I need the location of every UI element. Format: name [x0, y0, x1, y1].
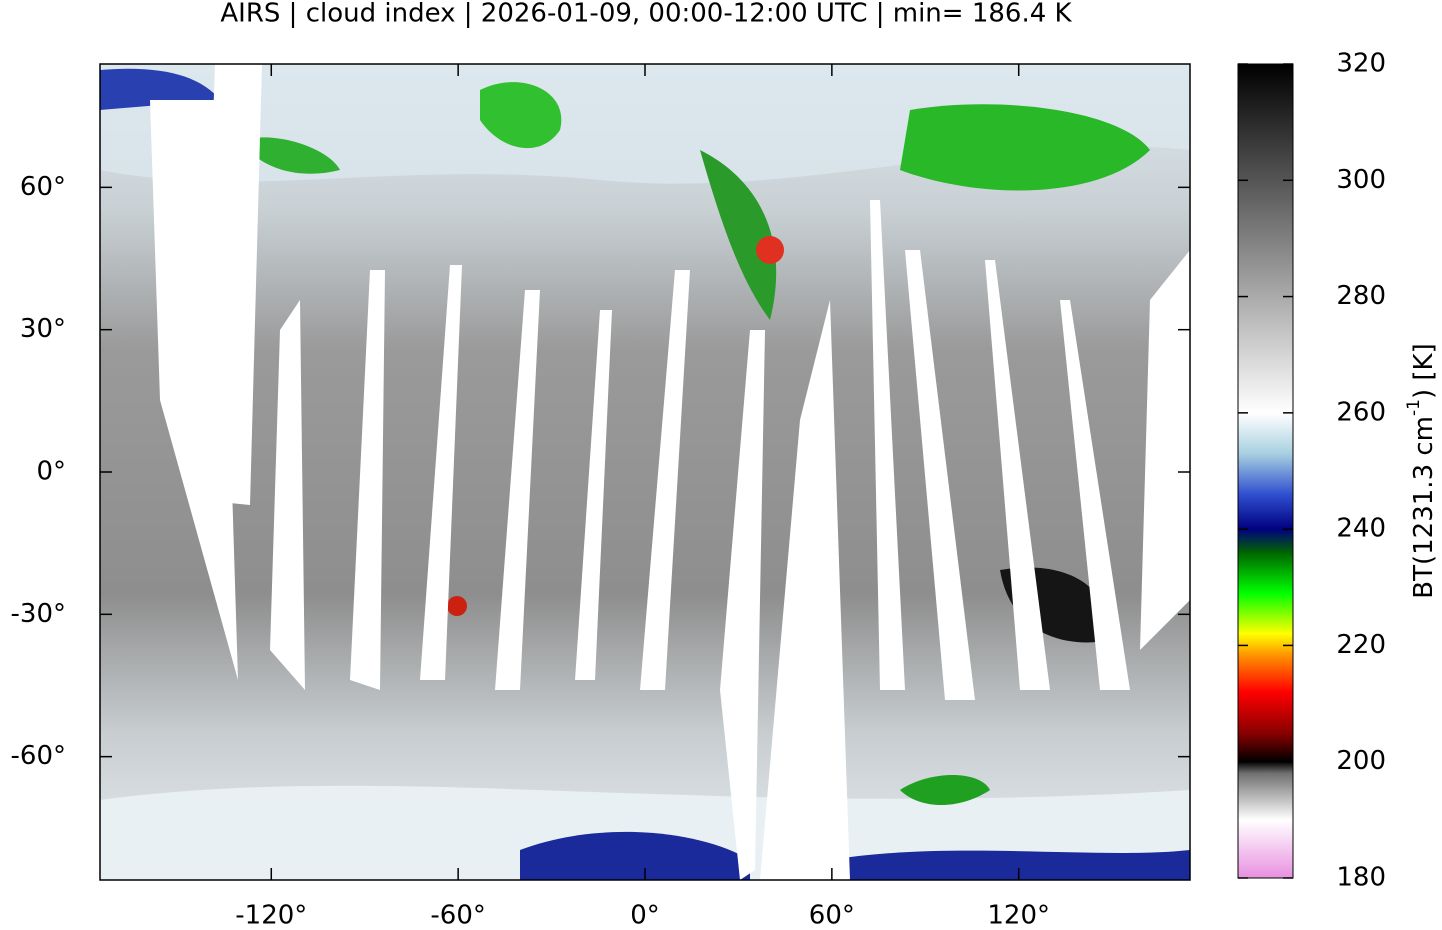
colorbar-tick-label: 220 — [1336, 630, 1386, 660]
colorbar-tick-label: 260 — [1336, 397, 1386, 427]
colorbar-tick-label: 240 — [1336, 514, 1386, 544]
colorbar — [1237, 63, 1294, 879]
colorbar-label-text: ) [K] — [1409, 343, 1439, 399]
map-image — [100, 64, 1190, 880]
x-tick-label: 60° — [809, 901, 855, 930]
x-tick-label: -120° — [235, 901, 307, 930]
colorbar-tick-label: 300 — [1336, 165, 1386, 195]
colorbar-tick-label: 320 — [1336, 49, 1386, 79]
colorbar-tick-label: 280 — [1336, 281, 1386, 311]
x-tick-label: -60° — [430, 901, 485, 930]
colorbar-label-sup: -1 — [1404, 399, 1424, 416]
x-tick-label: 120° — [987, 901, 1050, 930]
y-tick-label: -60° — [11, 741, 66, 771]
colorbar-tick-label: 200 — [1336, 746, 1386, 776]
y-tick-label: 0° — [36, 457, 66, 487]
y-tick-label: 30° — [20, 314, 66, 344]
y-tick-label: 60° — [20, 172, 66, 202]
colorbar-label-text: BT(1231.3 cm — [1409, 416, 1439, 599]
x-tick-label: 0° — [630, 901, 660, 930]
y-tick-label: -30° — [11, 599, 66, 629]
chart-title: AIRS | cloud index | 2026-01-09, 00:00-1… — [220, 0, 1072, 29]
colorbar-tick-label: 180 — [1336, 863, 1386, 893]
colorbar-label: BT(1231.3 cm-1) [K] — [1404, 343, 1439, 598]
